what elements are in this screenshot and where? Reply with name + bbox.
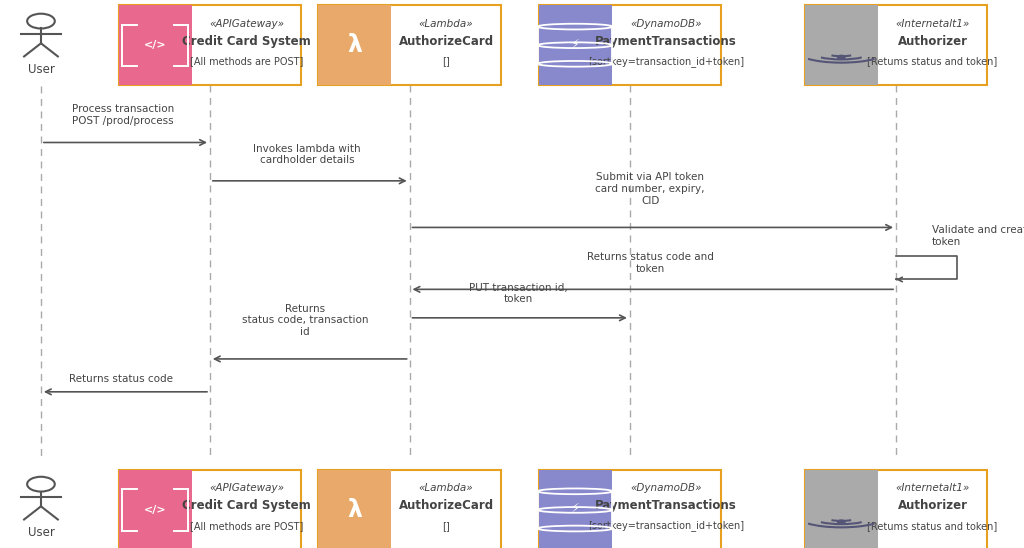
Text: «DynamoDB»: «DynamoDB» <box>631 19 702 28</box>
Text: Returns status code and
token: Returns status code and token <box>587 253 714 274</box>
FancyBboxPatch shape <box>318 5 391 85</box>
Text: User: User <box>28 63 54 76</box>
Text: λ: λ <box>347 498 362 522</box>
FancyBboxPatch shape <box>805 470 987 548</box>
Text: «APIGateway»: «APIGateway» <box>209 19 284 28</box>
FancyBboxPatch shape <box>539 470 611 548</box>
Text: [Retums status and token]: [Retums status and token] <box>867 521 997 531</box>
Text: AuthorizeCard: AuthorizeCard <box>398 35 494 48</box>
Text: Returns
status code, transaction
id: Returns status code, transaction id <box>242 304 369 337</box>
Text: Authorizer: Authorizer <box>897 35 968 48</box>
Text: «Lambda»: «Lambda» <box>419 483 473 493</box>
FancyBboxPatch shape <box>805 5 878 85</box>
Text: []: [] <box>442 521 450 531</box>
Text: [sortkey=transaction_id+token]: [sortkey=transaction_id+token] <box>588 56 744 66</box>
Text: «Lambda»: «Lambda» <box>419 19 473 28</box>
FancyBboxPatch shape <box>119 5 301 85</box>
Text: Returns status code: Returns status code <box>69 374 173 384</box>
Text: [Retums status and token]: [Retums status and token] <box>867 56 997 66</box>
Text: Validate and create
token: Validate and create token <box>932 225 1024 247</box>
Text: PUT transaction id,
token: PUT transaction id, token <box>469 283 567 304</box>
Text: User: User <box>28 526 54 539</box>
Text: [All methods are POST]: [All methods are POST] <box>189 56 303 66</box>
Text: Process transaction
POST /prod/process: Process transaction POST /prod/process <box>72 105 174 126</box>
Text: PaymentTransactions: PaymentTransactions <box>595 499 737 512</box>
Circle shape <box>838 520 845 524</box>
Text: ⚡: ⚡ <box>570 502 580 515</box>
FancyBboxPatch shape <box>318 470 391 548</box>
Text: Credit Card System: Credit Card System <box>182 35 310 48</box>
Text: []: [] <box>442 56 450 66</box>
Text: λ: λ <box>347 33 362 57</box>
FancyBboxPatch shape <box>318 470 501 548</box>
FancyBboxPatch shape <box>539 470 721 548</box>
Text: «Internetalt1»: «Internetalt1» <box>895 483 970 493</box>
FancyBboxPatch shape <box>119 5 191 85</box>
FancyBboxPatch shape <box>539 5 611 85</box>
Text: Invokes lambda with
cardholder details: Invokes lambda with cardholder details <box>253 144 361 165</box>
FancyBboxPatch shape <box>805 5 987 85</box>
Text: «DynamoDB»: «DynamoDB» <box>631 483 702 493</box>
Circle shape <box>838 55 845 59</box>
FancyBboxPatch shape <box>119 470 191 548</box>
FancyBboxPatch shape <box>805 470 878 548</box>
Text: «APIGateway»: «APIGateway» <box>209 483 284 493</box>
Text: </>: </> <box>144 505 167 515</box>
Text: [sortkey=transaction_id+token]: [sortkey=transaction_id+token] <box>588 521 744 531</box>
FancyBboxPatch shape <box>539 5 721 85</box>
Text: ⚡: ⚡ <box>570 37 580 50</box>
Text: Authorizer: Authorizer <box>897 499 968 512</box>
Text: Credit Card System: Credit Card System <box>182 499 310 512</box>
Text: </>: </> <box>144 40 167 50</box>
Text: Submit via API token
card number, expiry,
CID: Submit via API token card number, expiry… <box>596 172 705 206</box>
Text: AuthorizeCard: AuthorizeCard <box>398 499 494 512</box>
Text: PaymentTransactions: PaymentTransactions <box>595 35 737 48</box>
Text: [All methods are POST]: [All methods are POST] <box>189 521 303 531</box>
Text: «Internetalt1»: «Internetalt1» <box>895 19 970 28</box>
FancyBboxPatch shape <box>119 470 301 548</box>
FancyBboxPatch shape <box>318 5 501 85</box>
